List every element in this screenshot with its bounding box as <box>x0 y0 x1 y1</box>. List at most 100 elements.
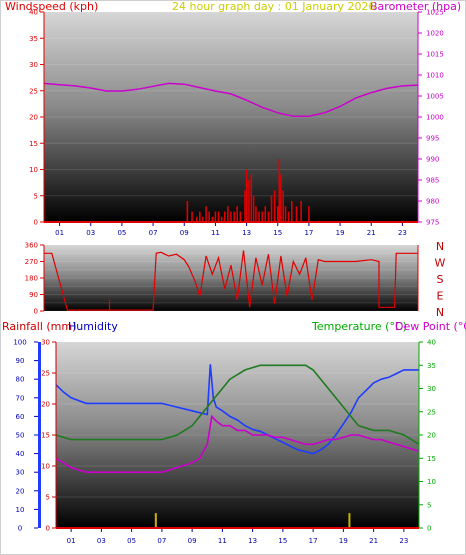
temperature-tick-label: 15 <box>427 455 436 463</box>
temperature-tick-label: 20 <box>427 432 436 440</box>
x-tick-label: 19 <box>339 537 348 545</box>
x-tick-label: 09 <box>188 537 197 545</box>
chart-title: 24 hour graph day : 01 January 2026 <box>172 0 376 13</box>
barometer-tick-label: 1025 <box>426 9 444 17</box>
x-tick-label: 13 <box>248 537 257 545</box>
windspeed-axis-label: Windspeed (kph) <box>5 0 98 13</box>
barometer-axis-ticks: 975 980 985 990 995 1000 1005 1010 1015 1020 1025 <box>418 9 444 227</box>
panel3-series <box>55 364 420 528</box>
x-tick-label: 15 <box>273 229 282 237</box>
x-tick-label: 11 <box>211 229 220 237</box>
temperature-tick-label: 5 <box>427 501 431 509</box>
windspeed-tick-label: 30 <box>29 61 38 69</box>
humidity-tick-label: 90 <box>16 357 25 365</box>
rainfall-tick-label: 10 <box>41 463 50 471</box>
windspeed-axis-ticks: 0 5 10 15 20 25 30 35 40 <box>29 9 44 227</box>
x-tick-label: 07 <box>149 229 158 237</box>
temperature-axis-label: Temperature (°C) <box>311 320 407 333</box>
barometer-tick-label: 1020 <box>426 30 444 38</box>
panel2-series <box>44 250 418 311</box>
direction-tick-label: 0 <box>34 308 38 316</box>
humidity-tick-label: 70 <box>16 394 25 402</box>
x-tick-label: 23 <box>399 537 408 545</box>
windspeed-tick-label: 25 <box>29 87 38 95</box>
humidity-axis-ticks: 0 10 20 30 40 50 60 70 80 90 100 <box>13 339 38 533</box>
temperature-tick-label: 10 <box>427 478 436 486</box>
compass-letter: S <box>437 273 444 286</box>
x-tick-label: 17 <box>309 537 318 545</box>
rainfall-tick-label: 30 <box>41 339 50 347</box>
barometer-tick-label: 1015 <box>426 51 444 59</box>
x-tick-label: 01 <box>67 537 76 545</box>
temperature-tick-label: 35 <box>427 362 436 370</box>
x-tick-label: 17 <box>304 229 313 237</box>
direction-tick-label: 180 <box>25 275 38 283</box>
windspeed-tick-label: 35 <box>29 35 38 43</box>
humidity-tick-label: 0 <box>18 525 22 533</box>
x-tick-label: 07 <box>157 537 166 545</box>
rainfall-tick-label: 20 <box>41 401 50 409</box>
humidity-tick-label: 10 <box>16 506 25 514</box>
panel3-x-ticks: 01 03 05 07 09 11 13 15 17 19 21 23 <box>67 528 408 545</box>
x-tick-label: 09 <box>180 229 189 237</box>
temperature-tick-label: 30 <box>427 385 436 393</box>
humidity-tick-label: 60 <box>16 413 25 421</box>
barometer-tick-label: 975 <box>426 219 439 227</box>
compass-letter: N <box>436 306 444 319</box>
humidity-tick-label: 50 <box>16 432 25 440</box>
humidity-axis-bar <box>38 342 41 528</box>
direction-tick-label: 90 <box>29 291 38 299</box>
barometer-tick-label: 990 <box>426 156 439 164</box>
barometer-line <box>43 82 419 117</box>
windspeed-tick-label: 5 <box>34 192 38 200</box>
temperature-line <box>55 364 420 445</box>
windspeed-tick-label: 40 <box>29 9 38 17</box>
rainfall-axis-ticks: 0 5 10 15 20 25 30 <box>41 339 56 533</box>
panel2-background <box>44 245 418 311</box>
humidity-tick-label: 100 <box>13 339 26 347</box>
panel1-series <box>43 82 419 222</box>
humidity-tick-label: 40 <box>16 450 25 458</box>
rainfall-tick-label: 5 <box>46 494 50 502</box>
humidity-axis-label: Humidity <box>68 320 118 333</box>
wind-direction-line <box>44 250 418 311</box>
dewpoint-line <box>55 414 420 473</box>
barometer-tick-label: 985 <box>426 177 439 185</box>
dewpoint-axis-label: Dew Point (°C) <box>395 320 466 333</box>
windspeed-tick-label: 0 <box>34 219 38 227</box>
x-tick-label: 01 <box>55 229 64 237</box>
x-tick-label: 21 <box>367 229 376 237</box>
x-tick-label: 19 <box>336 229 345 237</box>
windspeed-tick-label: 10 <box>29 166 38 174</box>
temperature-axis-ticks: 0 5 10 15 20 25 30 35 40 <box>419 339 436 533</box>
temperature-tick-label: 0 <box>427 525 431 533</box>
direction-axis-ticks: 0 90 180 270 360 <box>25 242 44 316</box>
barometer-tick-label: 1010 <box>426 72 444 80</box>
barometer-axis-label: Barometer (hpa) <box>370 0 461 13</box>
x-tick-label: 03 <box>97 537 106 545</box>
x-tick-label: 15 <box>278 537 287 545</box>
barometer-tick-label: 1005 <box>426 93 444 101</box>
direction-tick-label: 270 <box>25 258 38 266</box>
rainfall-tick-label: 25 <box>41 370 50 378</box>
humidity-tick-label: 20 <box>16 487 25 495</box>
rainfall-tick-label: 15 <box>41 432 50 440</box>
x-tick-label: 05 <box>127 537 136 545</box>
x-tick-label: 05 <box>117 229 126 237</box>
temperature-tick-label: 40 <box>427 339 436 347</box>
temperature-tick-label: 25 <box>427 408 436 416</box>
barometer-tick-label: 1000 <box>426 114 444 122</box>
compass-letter: E <box>437 290 444 303</box>
compass-letter: W <box>435 257 446 270</box>
x-tick-label: 21 <box>369 537 378 545</box>
humidity-tick-label: 30 <box>16 469 25 477</box>
x-tick-label: 23 <box>398 229 407 237</box>
windspeed-tick-label: 20 <box>29 114 38 122</box>
x-tick-label: 11 <box>218 537 227 545</box>
x-tick-label: 13 <box>242 229 251 237</box>
barometer-tick-label: 995 <box>426 135 439 143</box>
